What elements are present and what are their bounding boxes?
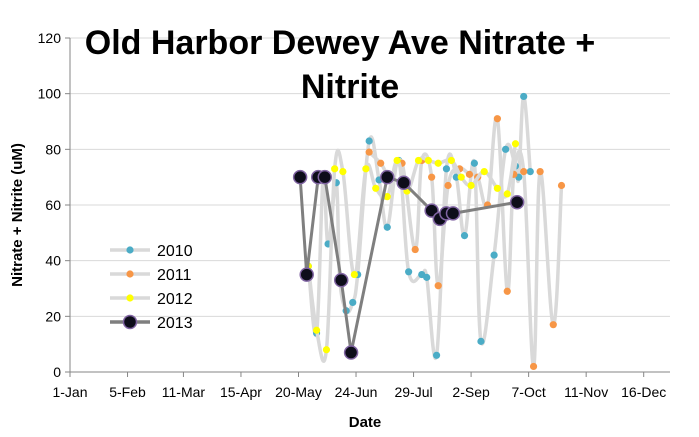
- data-point-2010: [490, 251, 498, 259]
- legend-marker-2012: [126, 294, 134, 302]
- x-tick-label: 24-Jun: [335, 384, 378, 400]
- data-point-2011: [428, 173, 436, 181]
- legend-marker-2010: [126, 246, 134, 254]
- x-tick-label: 29-Jul: [394, 384, 432, 400]
- legend-entry-2013: 2013: [110, 314, 193, 332]
- data-point-2010: [526, 168, 534, 176]
- data-point-2010: [502, 145, 510, 153]
- legend-marker-2011: [126, 270, 134, 278]
- legend-marker-2013: [122, 314, 138, 330]
- data-point-2012: [339, 168, 347, 176]
- data-point-2010: [520, 92, 528, 101]
- y-tick-label: 0: [53, 364, 61, 380]
- series-line-2011: [367, 115, 564, 369]
- data-point-2012: [493, 184, 501, 192]
- y-tick-label: 20: [45, 308, 61, 324]
- data-point-2010: [349, 298, 357, 307]
- data-point-2012: [383, 193, 391, 201]
- data-point-2010: [383, 223, 391, 231]
- data-point-2010: [365, 137, 373, 145]
- legend: 2010 2011 2012 2013: [110, 243, 193, 332]
- data-point-2010: [423, 273, 431, 281]
- x-tick-label: 11-Mar: [162, 384, 206, 400]
- data-point-2010: [432, 351, 441, 359]
- data-point-2013: [343, 345, 359, 360]
- data-point-2010: [405, 268, 413, 276]
- data-point-2013: [445, 206, 461, 221]
- y-tick-label: 80: [45, 141, 61, 157]
- data-point-2012: [362, 165, 370, 173]
- legend-label-2011: 2011: [157, 267, 192, 284]
- data-point-2012: [467, 181, 475, 190]
- data-point-2011: [377, 159, 385, 167]
- data-point-2012: [414, 156, 423, 165]
- data-point-2011: [520, 168, 528, 176]
- data-point-2010: [470, 159, 478, 167]
- data-point-2012: [393, 156, 401, 165]
- y-tick-label: 60: [45, 197, 61, 213]
- data-point-2013: [299, 267, 314, 282]
- legend-entry-2011: 2011: [110, 267, 192, 284]
- data-point-2012: [372, 184, 380, 192]
- data-point-2012: [312, 326, 321, 334]
- data-point-2011: [557, 181, 566, 190]
- data-point-2010: [460, 232, 469, 240]
- legend-entry-2010: 2010: [110, 243, 193, 260]
- legend-label-2010: 2010: [157, 243, 193, 260]
- data-point-2013: [509, 194, 525, 210]
- x-axis-title: Date: [349, 414, 382, 431]
- x-tick-label: 1-Jan: [52, 384, 87, 400]
- data-point-2012: [331, 165, 339, 173]
- data-point-2013: [396, 175, 411, 190]
- data-point-2011: [444, 181, 452, 190]
- legend-label-2013: 2013: [157, 315, 193, 332]
- data-point-2012: [424, 156, 432, 165]
- x-tick-label: 16-Dec: [621, 384, 666, 400]
- data-point-2012: [322, 346, 331, 354]
- data-point-2011: [503, 287, 511, 295]
- x-tick-label: 2-Sep: [452, 384, 490, 400]
- x-tick-label: 11-Nov: [564, 384, 608, 400]
- series-2013: [292, 169, 525, 360]
- y-axis-title: Nitrate + Nitrite (uM): [9, 143, 26, 287]
- data-point-2013: [292, 169, 308, 185]
- data-point-2011: [365, 148, 373, 156]
- data-point-2012: [480, 168, 488, 176]
- y-tick-label: 120: [38, 30, 62, 46]
- data-point-2010: [477, 337, 485, 345]
- series-2010: [304, 92, 534, 360]
- chart-title-line-2: Nitrite: [301, 68, 399, 106]
- data-point-2011: [536, 168, 544, 176]
- legend-entry-2012: 2012: [110, 291, 193, 308]
- data-point-2013: [317, 169, 333, 185]
- data-point-2012: [457, 173, 465, 181]
- data-point-2012: [447, 156, 455, 165]
- x-tick-label: 20-May: [275, 384, 322, 400]
- data-point-2011: [529, 362, 538, 371]
- data-point-2012: [350, 270, 358, 279]
- x-tick-label: 5-Feb: [109, 384, 146, 400]
- data-point-2011: [411, 245, 419, 254]
- data-point-2011: [465, 170, 474, 178]
- chart-title-line-1: Old Harbor Dewey Ave Nitrate +: [85, 24, 595, 62]
- data-point-2013: [333, 272, 349, 288]
- data-point-2012: [434, 159, 442, 167]
- data-point-2011: [493, 115, 501, 123]
- data-point-2010: [442, 165, 451, 173]
- x-tick-label: 15-Apr: [220, 384, 262, 400]
- y-tick-label: 40: [45, 253, 61, 269]
- data-point-2012: [503, 190, 511, 198]
- series-2011: [365, 115, 566, 371]
- data-point-2011: [549, 321, 557, 329]
- x-tick-label: 7-Oct: [512, 384, 546, 400]
- data-point-2011: [434, 282, 442, 290]
- y-tick-label: 100: [38, 86, 62, 102]
- data-point-2012: [511, 140, 520, 148]
- legend-label-2012: 2012: [157, 291, 193, 308]
- data-point-2013: [380, 169, 395, 185]
